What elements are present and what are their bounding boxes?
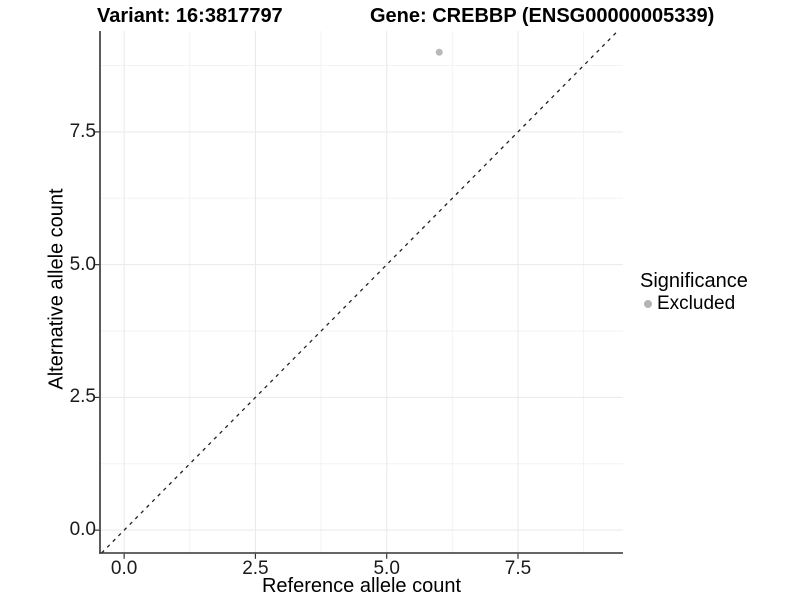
legend-item-excluded: Excluded <box>640 293 748 314</box>
y-tick-label: 7.5 <box>69 120 96 142</box>
x-tick-label: 5.0 <box>373 558 400 579</box>
panel-background <box>100 31 623 553</box>
gene-title: Gene: CREBBP (ENSG00000005339) <box>370 5 715 27</box>
legend: Significance Excluded <box>640 270 748 314</box>
identity-dashed-line <box>101 30 619 554</box>
y-tick-label: 2.5 <box>69 386 96 408</box>
x-tick-label: 2.5 <box>242 558 269 579</box>
y-axis-title: Alternative allele count <box>45 188 68 390</box>
data-point <box>435 48 443 56</box>
legend-item-label: Excluded <box>657 293 736 314</box>
variant-title: Variant: 16:3817797 <box>97 5 283 27</box>
x-tick-label: 7.5 <box>504 558 532 579</box>
excluded-point-icon <box>644 299 652 308</box>
x-axis-title: Reference allele count <box>261 575 461 597</box>
x-tick-label: 0.0 <box>110 558 138 579</box>
legend-title: Significance <box>640 270 748 292</box>
y-tick-label: 5.0 <box>69 253 96 275</box>
y-tick-label: 0.0 <box>69 519 96 541</box>
